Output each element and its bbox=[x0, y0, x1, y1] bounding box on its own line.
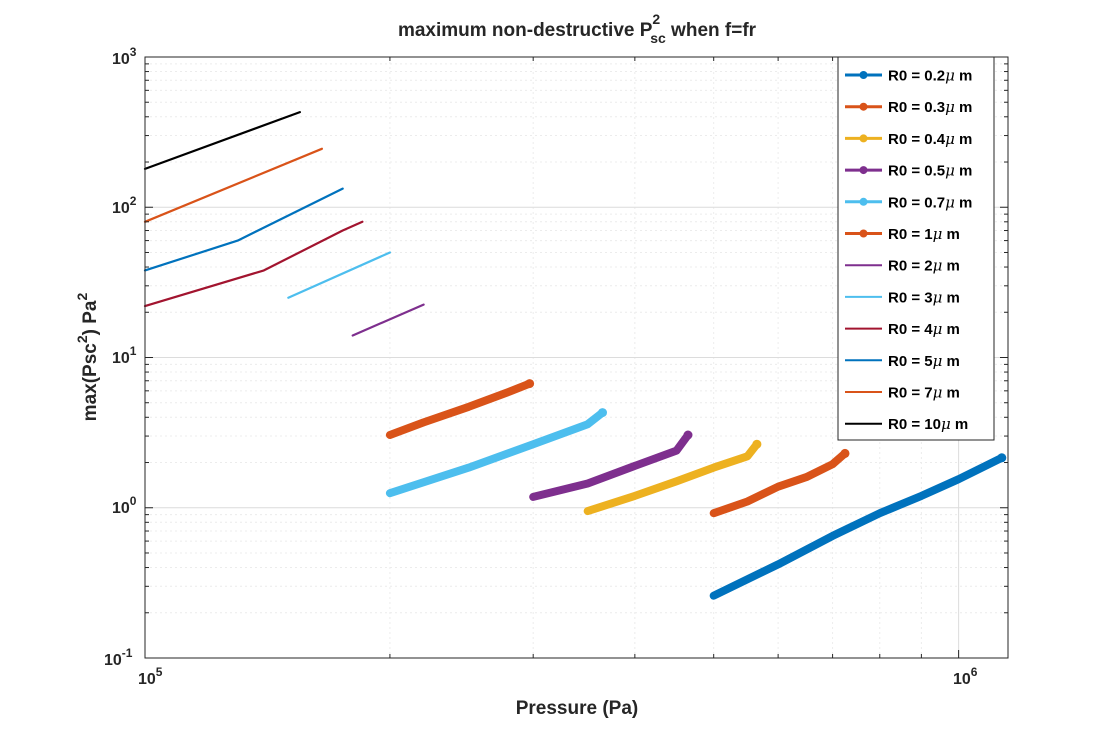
chart-title-prefix: maximum non-destructive P bbox=[398, 20, 653, 41]
y-axis-label: max(Psc2) Pa2 bbox=[74, 292, 101, 421]
legend-label-2: R0 = 0.3μ m bbox=[888, 98, 972, 116]
legend-label-10: R0 = 5μ m bbox=[888, 352, 960, 370]
legend-marker-4 bbox=[859, 166, 868, 175]
series-end-marker-1 bbox=[997, 453, 1007, 463]
legend-label-12: R0 = 10μ m bbox=[888, 415, 968, 433]
series-line-8 bbox=[287, 251, 391, 299]
legend-label-3: R0 = 0.4μ m bbox=[888, 130, 972, 148]
series-line-10 bbox=[143, 187, 344, 272]
legend-label-8: R0 = 3μ m bbox=[888, 288, 960, 306]
legend-label-7: R0 = 2μ m bbox=[888, 257, 960, 275]
y-tick-label-1e3: 103 bbox=[112, 45, 137, 68]
legend-marker-2 bbox=[859, 102, 868, 111]
legend: R0 = 0.2μ m R0 = 0.3μ m R0 = 0.4μ m R0 = 0.… bbox=[837, 56, 995, 441]
x-tick-label-1e5: 105 bbox=[138, 665, 163, 688]
series-end-marker-5 bbox=[598, 408, 607, 418]
legend-label-5: R0 = 0.7μ m bbox=[888, 193, 972, 211]
x-axis-label: Pressure (Pa) bbox=[516, 698, 639, 719]
chart-title: maximum non-destructive P2 sc when f=fr bbox=[398, 11, 757, 46]
y-tick-label-1e-1: 10-1 bbox=[104, 646, 133, 669]
series-end-marker-6 bbox=[525, 379, 535, 389]
chart-title-sup: 2 bbox=[652, 11, 660, 27]
series-line-4 bbox=[529, 431, 692, 501]
legend-label-4: R0 = 0.5μ m bbox=[888, 162, 972, 180]
legend-label-6: R0 = 1μ m bbox=[888, 225, 960, 243]
series-end-marker-3 bbox=[752, 439, 762, 449]
legend-box bbox=[837, 56, 995, 441]
legend-label-9: R0 = 4μ m bbox=[888, 320, 960, 338]
legend-label-11: R0 = 7μ m bbox=[888, 384, 960, 402]
series-line-12 bbox=[143, 111, 301, 170]
legend-label-1: R0 = 0.2μ m bbox=[888, 67, 972, 85]
series-line-11 bbox=[143, 147, 323, 223]
y-tick-label-1e2: 102 bbox=[112, 194, 137, 217]
series-layer bbox=[143, 111, 1007, 600]
series-end-marker-2 bbox=[840, 448, 850, 458]
y-tick-label-1e1: 101 bbox=[112, 344, 137, 367]
legend-marker-5 bbox=[859, 197, 868, 206]
series-line-9 bbox=[143, 220, 364, 308]
series-line-5 bbox=[385, 408, 607, 498]
y-tick-label-1e0: 100 bbox=[112, 494, 137, 517]
x-tick-label-1e6: 106 bbox=[953, 665, 978, 688]
chart-title-suffix: when f=fr bbox=[666, 20, 757, 41]
series-line-7 bbox=[351, 303, 425, 337]
chart-title-sub: sc bbox=[650, 30, 666, 46]
series-end-marker-4 bbox=[683, 430, 693, 440]
series-line-2 bbox=[709, 449, 849, 518]
series-line-3 bbox=[583, 440, 761, 516]
legend-marker-1 bbox=[859, 71, 868, 79]
series-line-1 bbox=[709, 453, 1006, 600]
legend-marker-6 bbox=[859, 229, 868, 238]
legend-marker-3 bbox=[859, 134, 868, 143]
series-line-6 bbox=[385, 379, 534, 439]
